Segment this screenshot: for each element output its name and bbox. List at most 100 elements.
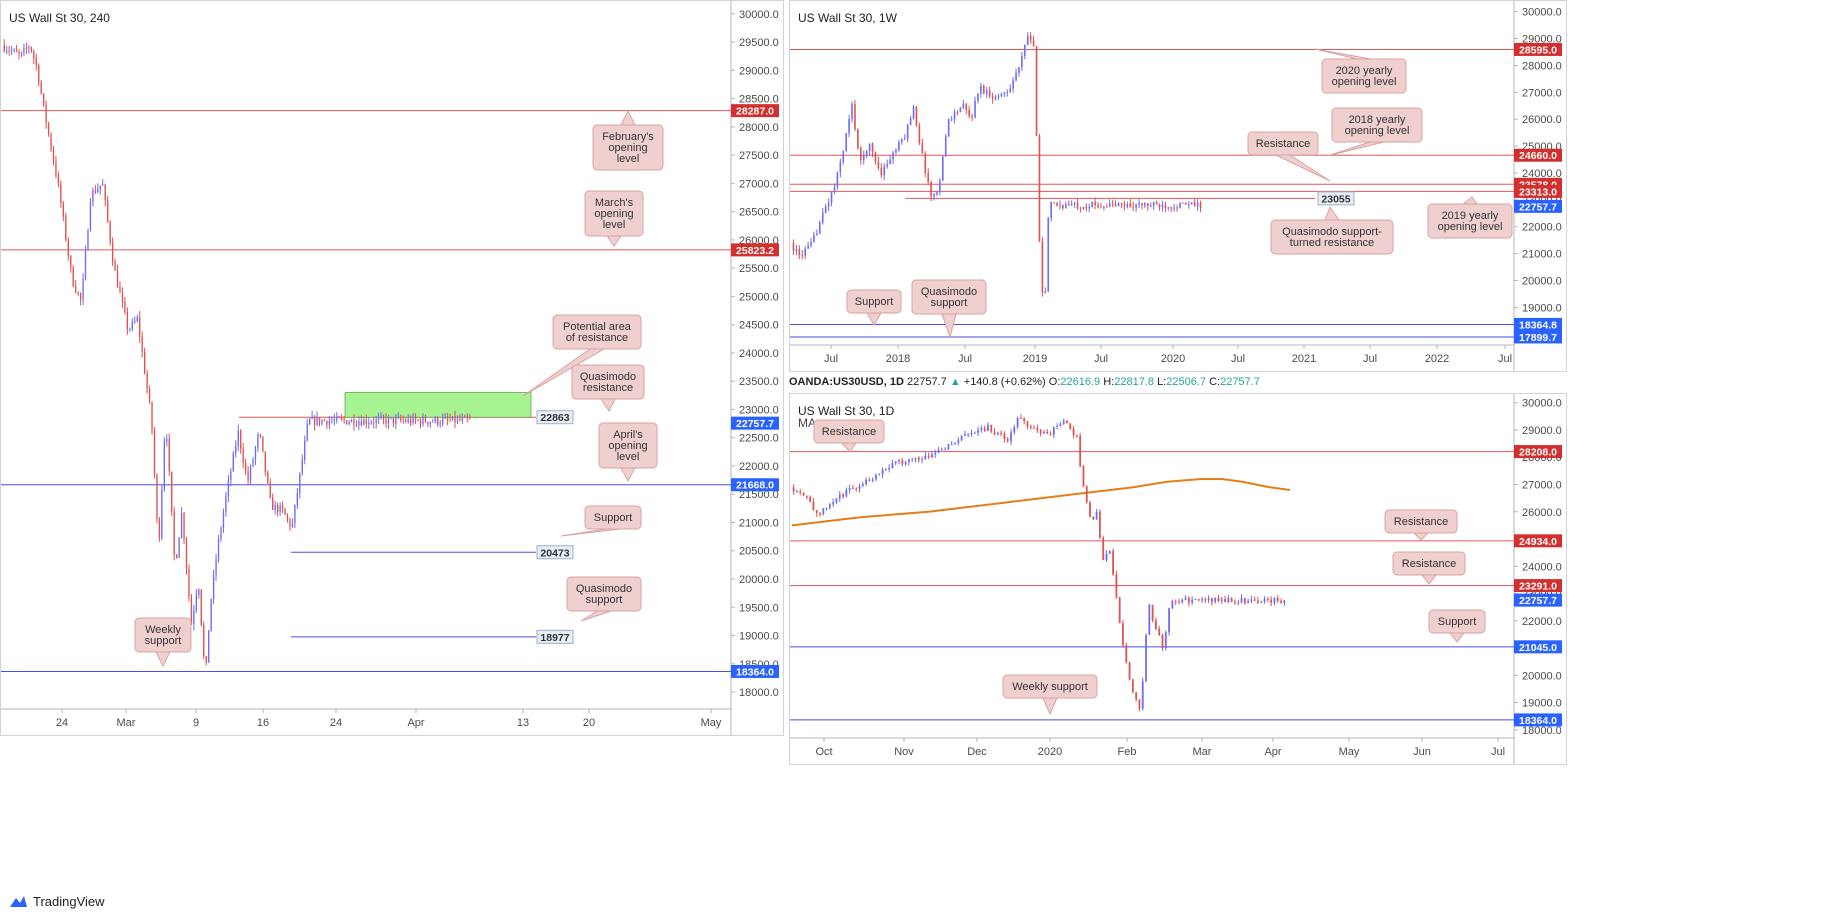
candle-body <box>1164 204 1167 209</box>
candle-body <box>1149 205 1152 207</box>
candle-body <box>1230 597 1233 602</box>
candle-body <box>1201 599 1203 601</box>
candle-body <box>1088 207 1091 209</box>
daily-chart[interactable]: 18000.019000.020000.021000.022000.023000… <box>790 394 1566 764</box>
candle-body <box>1185 203 1187 205</box>
candle-body <box>318 417 321 424</box>
candle-body <box>933 194 935 197</box>
candle-body <box>345 420 348 425</box>
candle-body <box>959 107 962 112</box>
candle-body <box>55 161 57 176</box>
candle-body <box>821 212 824 223</box>
candle-body <box>904 461 907 465</box>
candle-body <box>914 457 917 460</box>
candle-body <box>109 221 111 243</box>
candle-body <box>395 417 397 424</box>
candle-body <box>1043 432 1045 434</box>
x-tick-label: Jul <box>1231 353 1245 365</box>
candle-body <box>1250 599 1253 601</box>
candle-body <box>1059 423 1062 427</box>
candle-body <box>267 471 269 483</box>
y-tick-label: 26500.0 <box>739 207 779 219</box>
candle-body <box>1147 203 1149 207</box>
candle-body <box>18 51 20 54</box>
close-value: 22757.7 <box>1220 376 1260 388</box>
candle-body <box>148 388 151 403</box>
tradingview-logo[interactable]: TradingView <box>6 892 105 910</box>
candle-body <box>141 336 143 352</box>
candle-body <box>983 85 985 94</box>
candle-body <box>898 142 900 151</box>
candle-body <box>816 233 818 235</box>
candle-body <box>963 434 966 436</box>
candle-body <box>1243 598 1246 604</box>
candle-body <box>254 447 257 460</box>
callout-text: Quasimodo <box>580 371 636 383</box>
y-tick-label: 20500.0 <box>739 546 779 558</box>
callout-box <box>584 505 642 530</box>
candle-body <box>1024 44 1026 57</box>
candle-body <box>822 508 825 515</box>
candle-body <box>889 159 891 165</box>
candle-body <box>441 418 444 424</box>
candle-body <box>891 463 894 468</box>
callout-text: support <box>586 594 623 606</box>
candle-body <box>848 488 851 490</box>
h4-candles <box>3 39 471 666</box>
candle-body <box>375 419 377 423</box>
candle-body <box>1263 598 1266 602</box>
open-value: 22616.9 <box>1060 376 1101 388</box>
candle-body <box>1006 91 1009 93</box>
candle-body <box>906 125 909 139</box>
candle-body <box>38 65 40 83</box>
h4-chart[interactable]: 18000.018500.019000.019500.020000.020500… <box>1 1 783 735</box>
candle-body <box>1190 202 1193 205</box>
candle-body <box>886 164 888 167</box>
price-label-box <box>1514 593 1562 607</box>
candle-body <box>252 459 254 467</box>
h4-chart-panel[interactable]: 18000.0 18500.0 19000.0 19500.0 20000.0 20500… <box>0 0 784 736</box>
candle-body <box>871 479 874 482</box>
candle-body <box>444 417 446 419</box>
callout-text: Resistance <box>1402 558 1456 570</box>
candle-body <box>1176 207 1178 209</box>
candle-body <box>833 187 836 192</box>
callout-box <box>592 124 664 171</box>
daily-chart-panel[interactable]: 18000.019000.020000.021000.022000.023000… <box>789 393 1567 765</box>
candle-body <box>884 469 887 471</box>
candle-body <box>272 497 274 510</box>
candle-body <box>1066 420 1068 424</box>
candle-body <box>819 513 821 515</box>
candle-body <box>1012 80 1014 89</box>
x-tick-label: Jul <box>958 353 972 365</box>
high-value: 22817.8 <box>1114 376 1154 388</box>
daily-levels: 28208.0 24934.0 23291.0 22757.7 21045.0 18364… <box>790 445 1562 727</box>
candle-body <box>1210 598 1213 603</box>
y-tick-label: 29000.0 <box>1522 34 1562 46</box>
candle-body <box>1270 599 1273 603</box>
candle-body <box>338 416 340 419</box>
candle-body <box>84 250 87 279</box>
weekly-candles <box>792 32 1202 297</box>
candle-body <box>983 428 986 431</box>
price-label: 28595.0 <box>1519 44 1557 56</box>
candle-body <box>1003 433 1006 440</box>
candle-body <box>909 118 912 126</box>
candle-body <box>1067 204 1070 206</box>
y-tick-label: 26000.0 <box>1522 507 1562 519</box>
candle-body <box>968 109 970 117</box>
candle-body <box>1182 202 1184 204</box>
candle-body <box>956 111 959 113</box>
candle-body <box>924 153 927 174</box>
weekly-chart-panel[interactable]: 18000.019000.020000.021000.022000.023000… <box>789 0 1567 372</box>
candle-body <box>207 630 210 663</box>
high-label: H: <box>1103 376 1115 388</box>
weekly-chart[interactable]: 18000.019000.020000.021000.022000.023000… <box>790 1 1566 371</box>
y-tick-label: 24000.0 <box>739 348 779 360</box>
candle-body <box>230 471 232 481</box>
symbol-label: OANDA:US30USD, 1D <box>789 376 904 388</box>
callout-text: opening <box>608 142 647 154</box>
candle-body <box>930 181 932 197</box>
candle-body <box>308 418 311 425</box>
candle-body <box>328 421 331 425</box>
